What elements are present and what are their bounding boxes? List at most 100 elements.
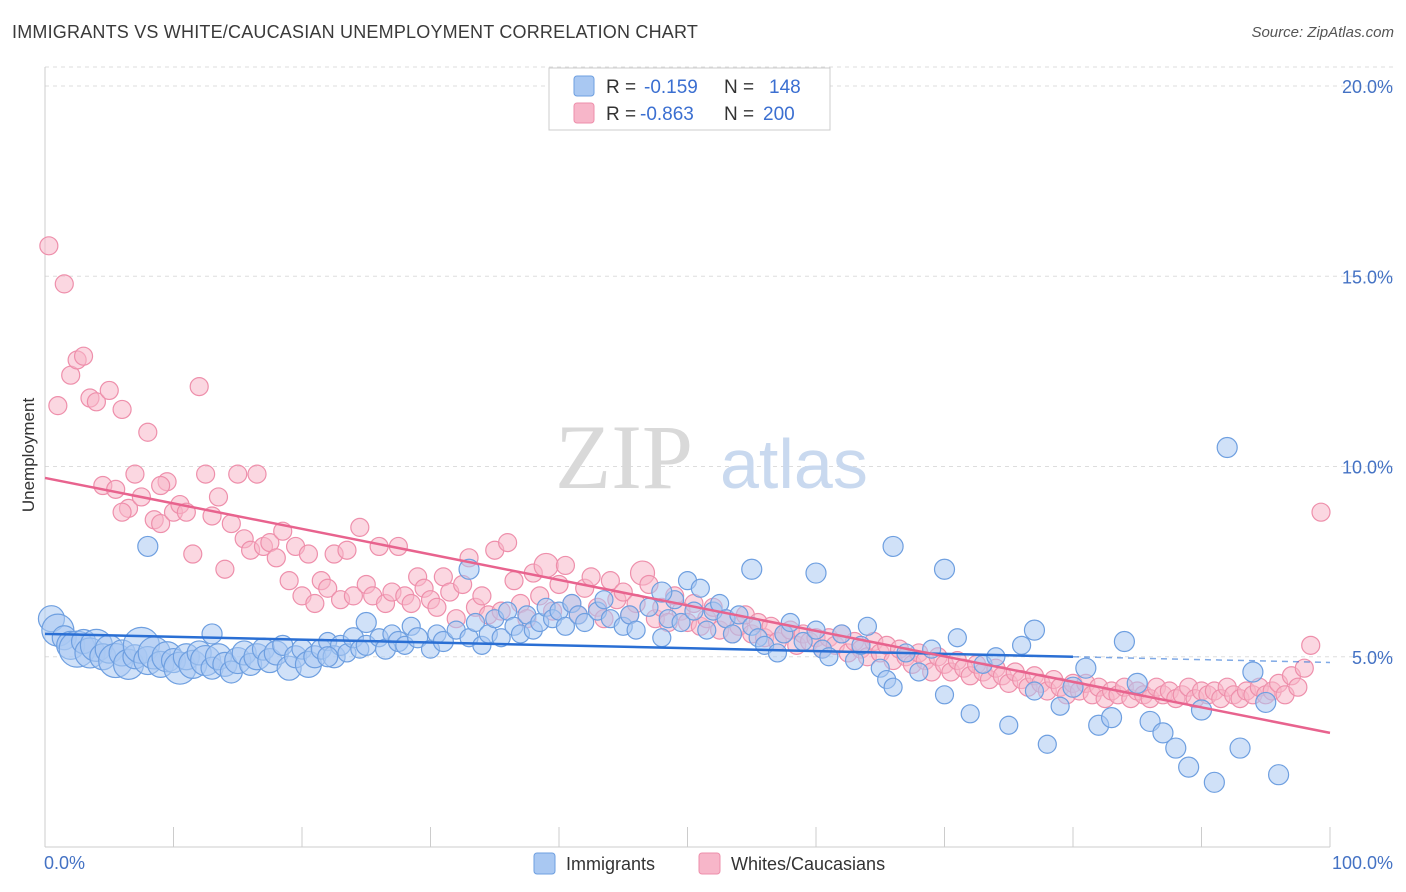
immigrants-point-122 (960, 704, 980, 724)
legend-r-value-immigrants: -0.159 (644, 77, 698, 98)
immigrants-point-90 (671, 612, 691, 633)
whites-point-1 (48, 396, 68, 416)
immigrants-point-116 (883, 677, 903, 697)
immigrants-point-128 (1037, 734, 1057, 754)
whites-point-195 (1294, 658, 1314, 678)
immigrants-point-81 (594, 590, 614, 610)
whites-point-40 (298, 544, 319, 564)
immigrants-point-121 (947, 628, 967, 648)
whites-point-22 (183, 544, 203, 564)
whites-point-47 (343, 586, 363, 606)
immigrants-point-142 (1075, 657, 1097, 679)
legend-swatch-immigrants (573, 75, 595, 97)
immigrants-point-130 (137, 535, 159, 558)
immigrants-point-120 (934, 685, 955, 705)
whites-point-37 (279, 571, 299, 591)
watermark-zip: ZIP (555, 406, 693, 508)
immigrants-point-144 (1100, 707, 1123, 729)
immigrants-point-150 (1178, 756, 1200, 778)
trend-lines (44, 476, 1331, 735)
legend-box: R = -0.159 N = 148 R = -0.863 N = 200 (548, 67, 831, 131)
chart-source: Source: ZipAtlas.com (1251, 24, 1394, 41)
watermark-atlas: atlas (720, 425, 868, 503)
grid-lines (45, 66, 1393, 658)
immigrants-point-125 (999, 715, 1019, 735)
whites-point-7 (86, 392, 107, 412)
whites-point-41 (305, 593, 325, 614)
bottom-legend-swatch-whites (698, 852, 721, 875)
whites-point-26 (208, 487, 229, 507)
whites-point-197 (1311, 502, 1331, 522)
immigrants-point-136 (741, 558, 763, 580)
whites-point-23 (189, 377, 209, 397)
axes (44, 67, 1331, 848)
whites-point-32 (247, 464, 267, 484)
whites-point-71 (498, 533, 518, 553)
bottom-legend: Immigrants Whites/Caucasians (533, 852, 885, 875)
immigrants-point-157 (1267, 764, 1290, 786)
immigrants-point-132 (317, 646, 339, 668)
whites-point-5 (73, 346, 94, 366)
immigrants-point-129 (1050, 696, 1070, 716)
immigrants-point-140 (1023, 619, 1046, 641)
whites-point-48 (350, 517, 370, 537)
immigrants-point-155 (1242, 661, 1264, 683)
immigrants-point-133 (355, 611, 377, 634)
whites-point-60 (427, 597, 447, 617)
legend-swatch-whites (573, 102, 595, 124)
immigrants-point-103 (767, 643, 788, 663)
immigrants-point-93 (690, 578, 710, 598)
whites-point-29 (228, 464, 248, 484)
y-tick-label-3: 20.0% (1342, 77, 1393, 97)
trend-line-whites (44, 476, 1331, 735)
y-tick-label-2: 15.0% (1342, 267, 1393, 287)
whites-point-56 (401, 593, 421, 614)
immigrants-point-62 (465, 612, 486, 633)
immigrants-point-135 (651, 581, 673, 603)
legend-n-label-immigrants: N = (724, 77, 754, 98)
whites-point-196 (1301, 635, 1321, 655)
immigrants-point-76 (555, 616, 576, 636)
immigrants-point-105 (780, 612, 800, 633)
bottom-legend-label-immigrants: Immigrants (566, 854, 655, 874)
immigrants-point-94 (697, 620, 717, 640)
whites-point-46 (337, 540, 357, 560)
y-axis-title: Unemployment (19, 398, 38, 513)
immigrants-point-124 (986, 647, 1006, 667)
whites-point-80 (555, 555, 576, 576)
whites-point-15 (138, 422, 158, 442)
x-tick-label-min: 0.0% (44, 853, 85, 873)
immigrants-point-137 (805, 562, 827, 584)
immigrants-point-138 (882, 535, 904, 558)
x-tick-label-max: 100.0% (1332, 853, 1393, 873)
immigrants-point-79 (575, 612, 595, 633)
whites-point-72 (504, 571, 524, 591)
immigrants-point-139 (933, 558, 956, 580)
trend-line-immigrants-extension (1072, 656, 1331, 664)
immigrants-point-126 (1011, 635, 1032, 655)
chart-title: IMMIGRANTS VS WHITE/CAUCASIAN UNEMPLOYME… (12, 22, 699, 42)
whites-point-84 (581, 567, 601, 587)
immigrants-point-131 (201, 623, 223, 645)
whites-point-9 (99, 380, 119, 401)
y-tick-label-0: 5.0% (1352, 648, 1393, 668)
y-tick-label-1: 10.0% (1342, 458, 1393, 478)
immigrants-point-66 (491, 628, 511, 648)
immigrants-point-86 (639, 597, 659, 617)
whites-point-17 (151, 513, 171, 534)
y-tick-labels: 5.0% 10.0% 15.0% 20.0% (1342, 77, 1393, 668)
whites-point-13 (125, 464, 145, 484)
whites-point-199 (151, 475, 171, 496)
immigrants-point-152 (1203, 771, 1225, 793)
whites-point-194 (1288, 677, 1308, 697)
immigrants-point-153 (1216, 436, 1238, 459)
whites-point-43 (318, 578, 338, 598)
immigrants-point-85 (626, 620, 646, 640)
immigrants-point-151 (1190, 699, 1213, 721)
legend-r-label-immigrants: R = (606, 77, 636, 98)
immigrants-point-113 (857, 616, 878, 636)
whites-point-0 (39, 236, 59, 256)
whites-point-10 (106, 479, 126, 499)
immigrants-point-98 (722, 624, 743, 644)
